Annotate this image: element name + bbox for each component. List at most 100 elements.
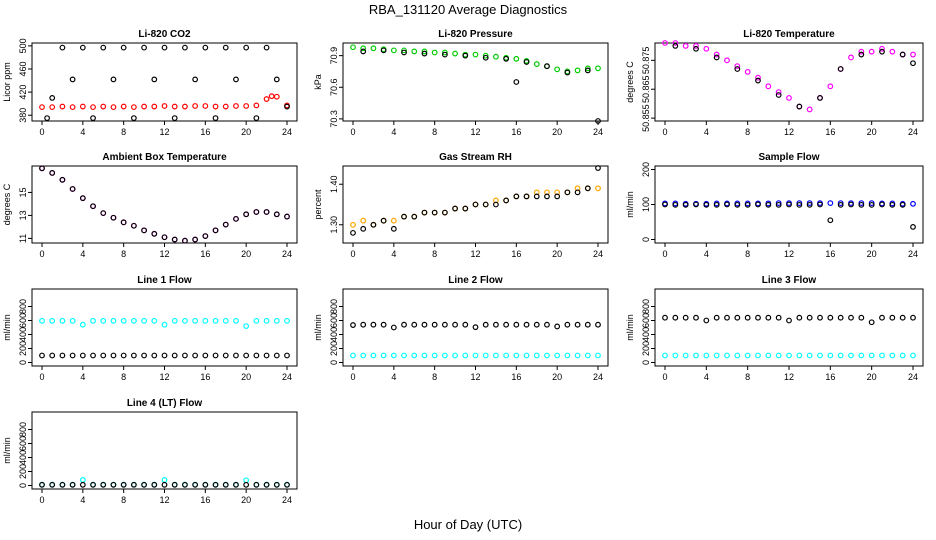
data-point bbox=[554, 193, 561, 200]
data-point bbox=[141, 227, 147, 234]
plot-frame bbox=[342, 288, 609, 367]
chart-panel: Line 4 (LT) Flow 0 4 8 12 16 20 24 0 200400600800… bbox=[2, 398, 298, 505]
data-point bbox=[100, 103, 107, 110]
data-point bbox=[595, 165, 601, 171]
data-point bbox=[441, 49, 448, 56]
data-point bbox=[703, 45, 710, 52]
data-point bbox=[879, 45, 885, 52]
data-point bbox=[233, 317, 239, 324]
data-point bbox=[858, 201, 865, 208]
data-point bbox=[462, 205, 469, 212]
data-point bbox=[868, 201, 875, 208]
y-axis-label: kPa bbox=[313, 74, 323, 90]
data-point bbox=[212, 481, 219, 488]
data-point bbox=[584, 321, 591, 328]
data-point bbox=[202, 481, 209, 488]
chart-panel: Gas Stream RH 0 4 8 12 16 20 24 1.30 1.40 percent bbox=[313, 152, 609, 259]
data-point bbox=[806, 201, 813, 208]
data-point bbox=[202, 44, 209, 51]
data-point bbox=[360, 352, 367, 359]
x-tick-label: 20 bbox=[241, 127, 251, 137]
data-point bbox=[682, 352, 689, 359]
data-point bbox=[703, 201, 710, 208]
data-point bbox=[263, 481, 270, 488]
x-tick-label: 16 bbox=[511, 372, 521, 382]
data-point bbox=[141, 481, 147, 488]
data-point bbox=[161, 352, 168, 359]
x-tick-label: 24 bbox=[593, 249, 603, 259]
x-tick-label: 20 bbox=[867, 127, 877, 137]
data-point bbox=[513, 321, 520, 328]
data-point bbox=[523, 321, 530, 328]
data-point bbox=[713, 352, 720, 359]
data-point bbox=[401, 47, 407, 54]
data-point bbox=[141, 352, 147, 359]
data-point bbox=[182, 352, 188, 359]
data-point bbox=[49, 352, 56, 359]
x-tick-label: 0 bbox=[662, 127, 667, 137]
data-point bbox=[59, 176, 66, 183]
data-point bbox=[584, 352, 591, 359]
data-point bbox=[141, 103, 147, 110]
y-axis-label: percent bbox=[313, 189, 323, 220]
data-point bbox=[899, 201, 906, 208]
data-point bbox=[910, 352, 916, 359]
x-tick-label: 16 bbox=[200, 495, 210, 505]
data-point bbox=[554, 352, 561, 359]
data-point bbox=[806, 352, 813, 359]
data-point bbox=[554, 66, 561, 73]
data-point bbox=[90, 317, 96, 324]
data-point bbox=[360, 48, 367, 55]
data-point bbox=[401, 352, 407, 359]
y-tick-label: 800 bbox=[18, 422, 28, 437]
y-tick-label: 70.3 bbox=[329, 110, 339, 128]
x-tick-label: 12 bbox=[784, 249, 794, 259]
y-tick-label: 200 bbox=[641, 162, 651, 177]
data-point bbox=[544, 63, 550, 70]
data-point bbox=[452, 321, 458, 328]
x-tick-label: 20 bbox=[867, 372, 877, 382]
y-tick-label: 500 bbox=[18, 38, 28, 53]
data-point bbox=[682, 42, 689, 49]
x-tick-label: 12 bbox=[159, 249, 169, 259]
data-point bbox=[233, 352, 239, 359]
data-point bbox=[243, 481, 250, 488]
data-point bbox=[513, 79, 520, 85]
y-tick-label: 50.865 bbox=[641, 75, 651, 103]
x-tick-label: 24 bbox=[282, 495, 292, 505]
x-tick-label: 24 bbox=[593, 372, 603, 382]
data-point bbox=[503, 197, 510, 204]
data-point bbox=[59, 44, 66, 51]
x-tick-label: 16 bbox=[200, 249, 210, 259]
x-tick-label: 16 bbox=[511, 127, 521, 137]
x-tick-label: 16 bbox=[825, 249, 835, 259]
plot-frame bbox=[654, 288, 924, 367]
data-point bbox=[120, 103, 127, 110]
y-axis-label: degrees C bbox=[625, 61, 635, 103]
y-axis-label: ml/min bbox=[2, 437, 12, 464]
data-point bbox=[796, 352, 803, 359]
data-point bbox=[734, 352, 741, 359]
data-point bbox=[817, 94, 823, 101]
chart-title: Gas Stream RH bbox=[439, 152, 512, 163]
data-point bbox=[564, 352, 571, 359]
data-point bbox=[243, 323, 250, 330]
y-tick-label: 800 bbox=[641, 299, 651, 314]
data-point bbox=[713, 201, 720, 208]
data-point bbox=[243, 103, 250, 109]
data-point bbox=[273, 76, 280, 83]
data-point bbox=[827, 200, 834, 207]
y-tick-label: 400 bbox=[329, 327, 339, 342]
data-point bbox=[672, 201, 679, 208]
data-point bbox=[161, 234, 168, 241]
data-point bbox=[182, 317, 188, 324]
figure-title: RBA_131120 Average Diagnostics bbox=[368, 2, 568, 17]
data-point bbox=[910, 223, 916, 230]
data-point bbox=[533, 61, 540, 67]
x-tick-label: 8 bbox=[121, 127, 126, 137]
data-point bbox=[130, 352, 137, 359]
x-tick-label: 8 bbox=[745, 127, 750, 137]
y-tick-label: 400 bbox=[18, 450, 28, 465]
data-point bbox=[765, 201, 772, 208]
